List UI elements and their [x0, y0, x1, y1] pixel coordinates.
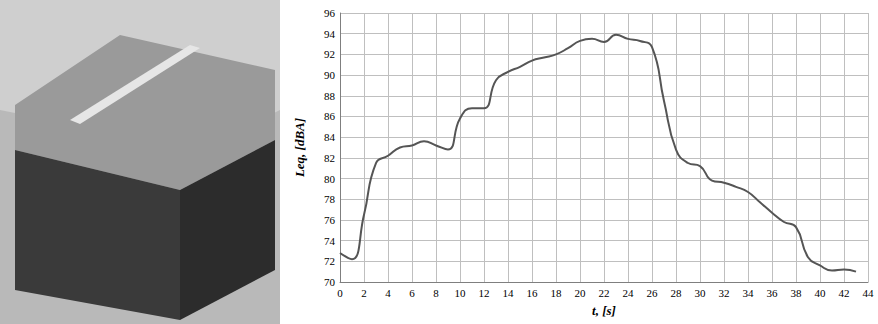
svg-text:10: 10: [455, 287, 467, 299]
svg-text:78: 78: [324, 193, 336, 205]
svg-text:4: 4: [385, 287, 391, 299]
svg-text:42: 42: [839, 287, 850, 299]
svg-text:26: 26: [647, 287, 659, 299]
svg-text:6: 6: [409, 287, 415, 299]
svg-text:8: 8: [433, 287, 439, 299]
svg-text:82: 82: [324, 152, 335, 164]
svg-text:80: 80: [324, 173, 336, 185]
svg-text:88: 88: [324, 90, 336, 102]
svg-text:18: 18: [551, 287, 563, 299]
svg-text:16: 16: [527, 287, 539, 299]
svg-text:74: 74: [324, 235, 336, 247]
svg-text:0: 0: [337, 287, 343, 299]
svg-text:20: 20: [575, 287, 587, 299]
svg-text:76: 76: [324, 214, 336, 226]
svg-text:12: 12: [479, 287, 490, 299]
svg-text:Leq, [dBA]: Leq, [dBA]: [292, 118, 307, 178]
svg-text:t, [s]: t, [s]: [592, 303, 616, 318]
svg-text:94: 94: [324, 28, 336, 40]
svg-text:32: 32: [719, 287, 730, 299]
svg-text:36: 36: [767, 287, 779, 299]
svg-text:44: 44: [863, 287, 875, 299]
svg-text:34: 34: [743, 287, 755, 299]
svg-text:70: 70: [324, 276, 336, 288]
svg-text:86: 86: [324, 110, 336, 122]
svg-text:72: 72: [324, 255, 335, 267]
svg-text:96: 96: [324, 7, 336, 19]
svg-text:38: 38: [791, 287, 803, 299]
svg-text:14: 14: [503, 287, 515, 299]
svg-text:40: 40: [815, 287, 827, 299]
svg-text:22: 22: [599, 287, 610, 299]
svg-text:84: 84: [324, 131, 336, 143]
svg-text:2: 2: [361, 287, 367, 299]
svg-text:30: 30: [695, 287, 707, 299]
svg-text:24: 24: [623, 287, 635, 299]
svg-text:92: 92: [324, 48, 335, 60]
svg-text:90: 90: [324, 69, 336, 81]
svg-text:28: 28: [671, 287, 683, 299]
